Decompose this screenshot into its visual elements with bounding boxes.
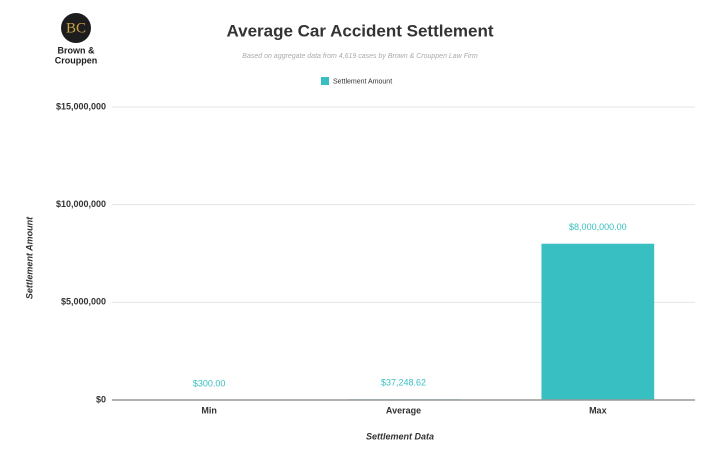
x-tick-label: Average bbox=[386, 405, 421, 415]
x-tick-label: Min bbox=[201, 405, 217, 415]
value-label: $8,000,000.00 bbox=[569, 222, 627, 232]
logo-badge bbox=[61, 13, 91, 43]
x-axis-label: Settlement Data bbox=[366, 431, 434, 441]
y-tick-label: $5,000,000 bbox=[61, 297, 106, 307]
y-axis-label: Settlement Amount bbox=[24, 216, 34, 299]
y-tick-label: $15,000,000 bbox=[56, 101, 106, 111]
x-tick-label: Max bbox=[589, 405, 607, 415]
legend-label: Settlement Amount bbox=[333, 78, 392, 85]
logo-name: Crouppen bbox=[55, 55, 98, 65]
value-label: $300.00 bbox=[193, 378, 226, 388]
logo-initials: BC bbox=[66, 20, 86, 36]
y-tick-label: $0 bbox=[96, 394, 106, 404]
logo-name: Brown & bbox=[58, 45, 95, 55]
value-label: $37,248.62 bbox=[381, 378, 426, 388]
chart-title: Average Car Accident Settlement bbox=[226, 21, 493, 40]
bar bbox=[541, 243, 655, 400]
chart-subtitle: Based on aggregate data from 4,619 cases… bbox=[242, 53, 478, 60]
y-tick-label: $10,000,000 bbox=[56, 199, 106, 209]
legend-swatch bbox=[321, 77, 329, 85]
